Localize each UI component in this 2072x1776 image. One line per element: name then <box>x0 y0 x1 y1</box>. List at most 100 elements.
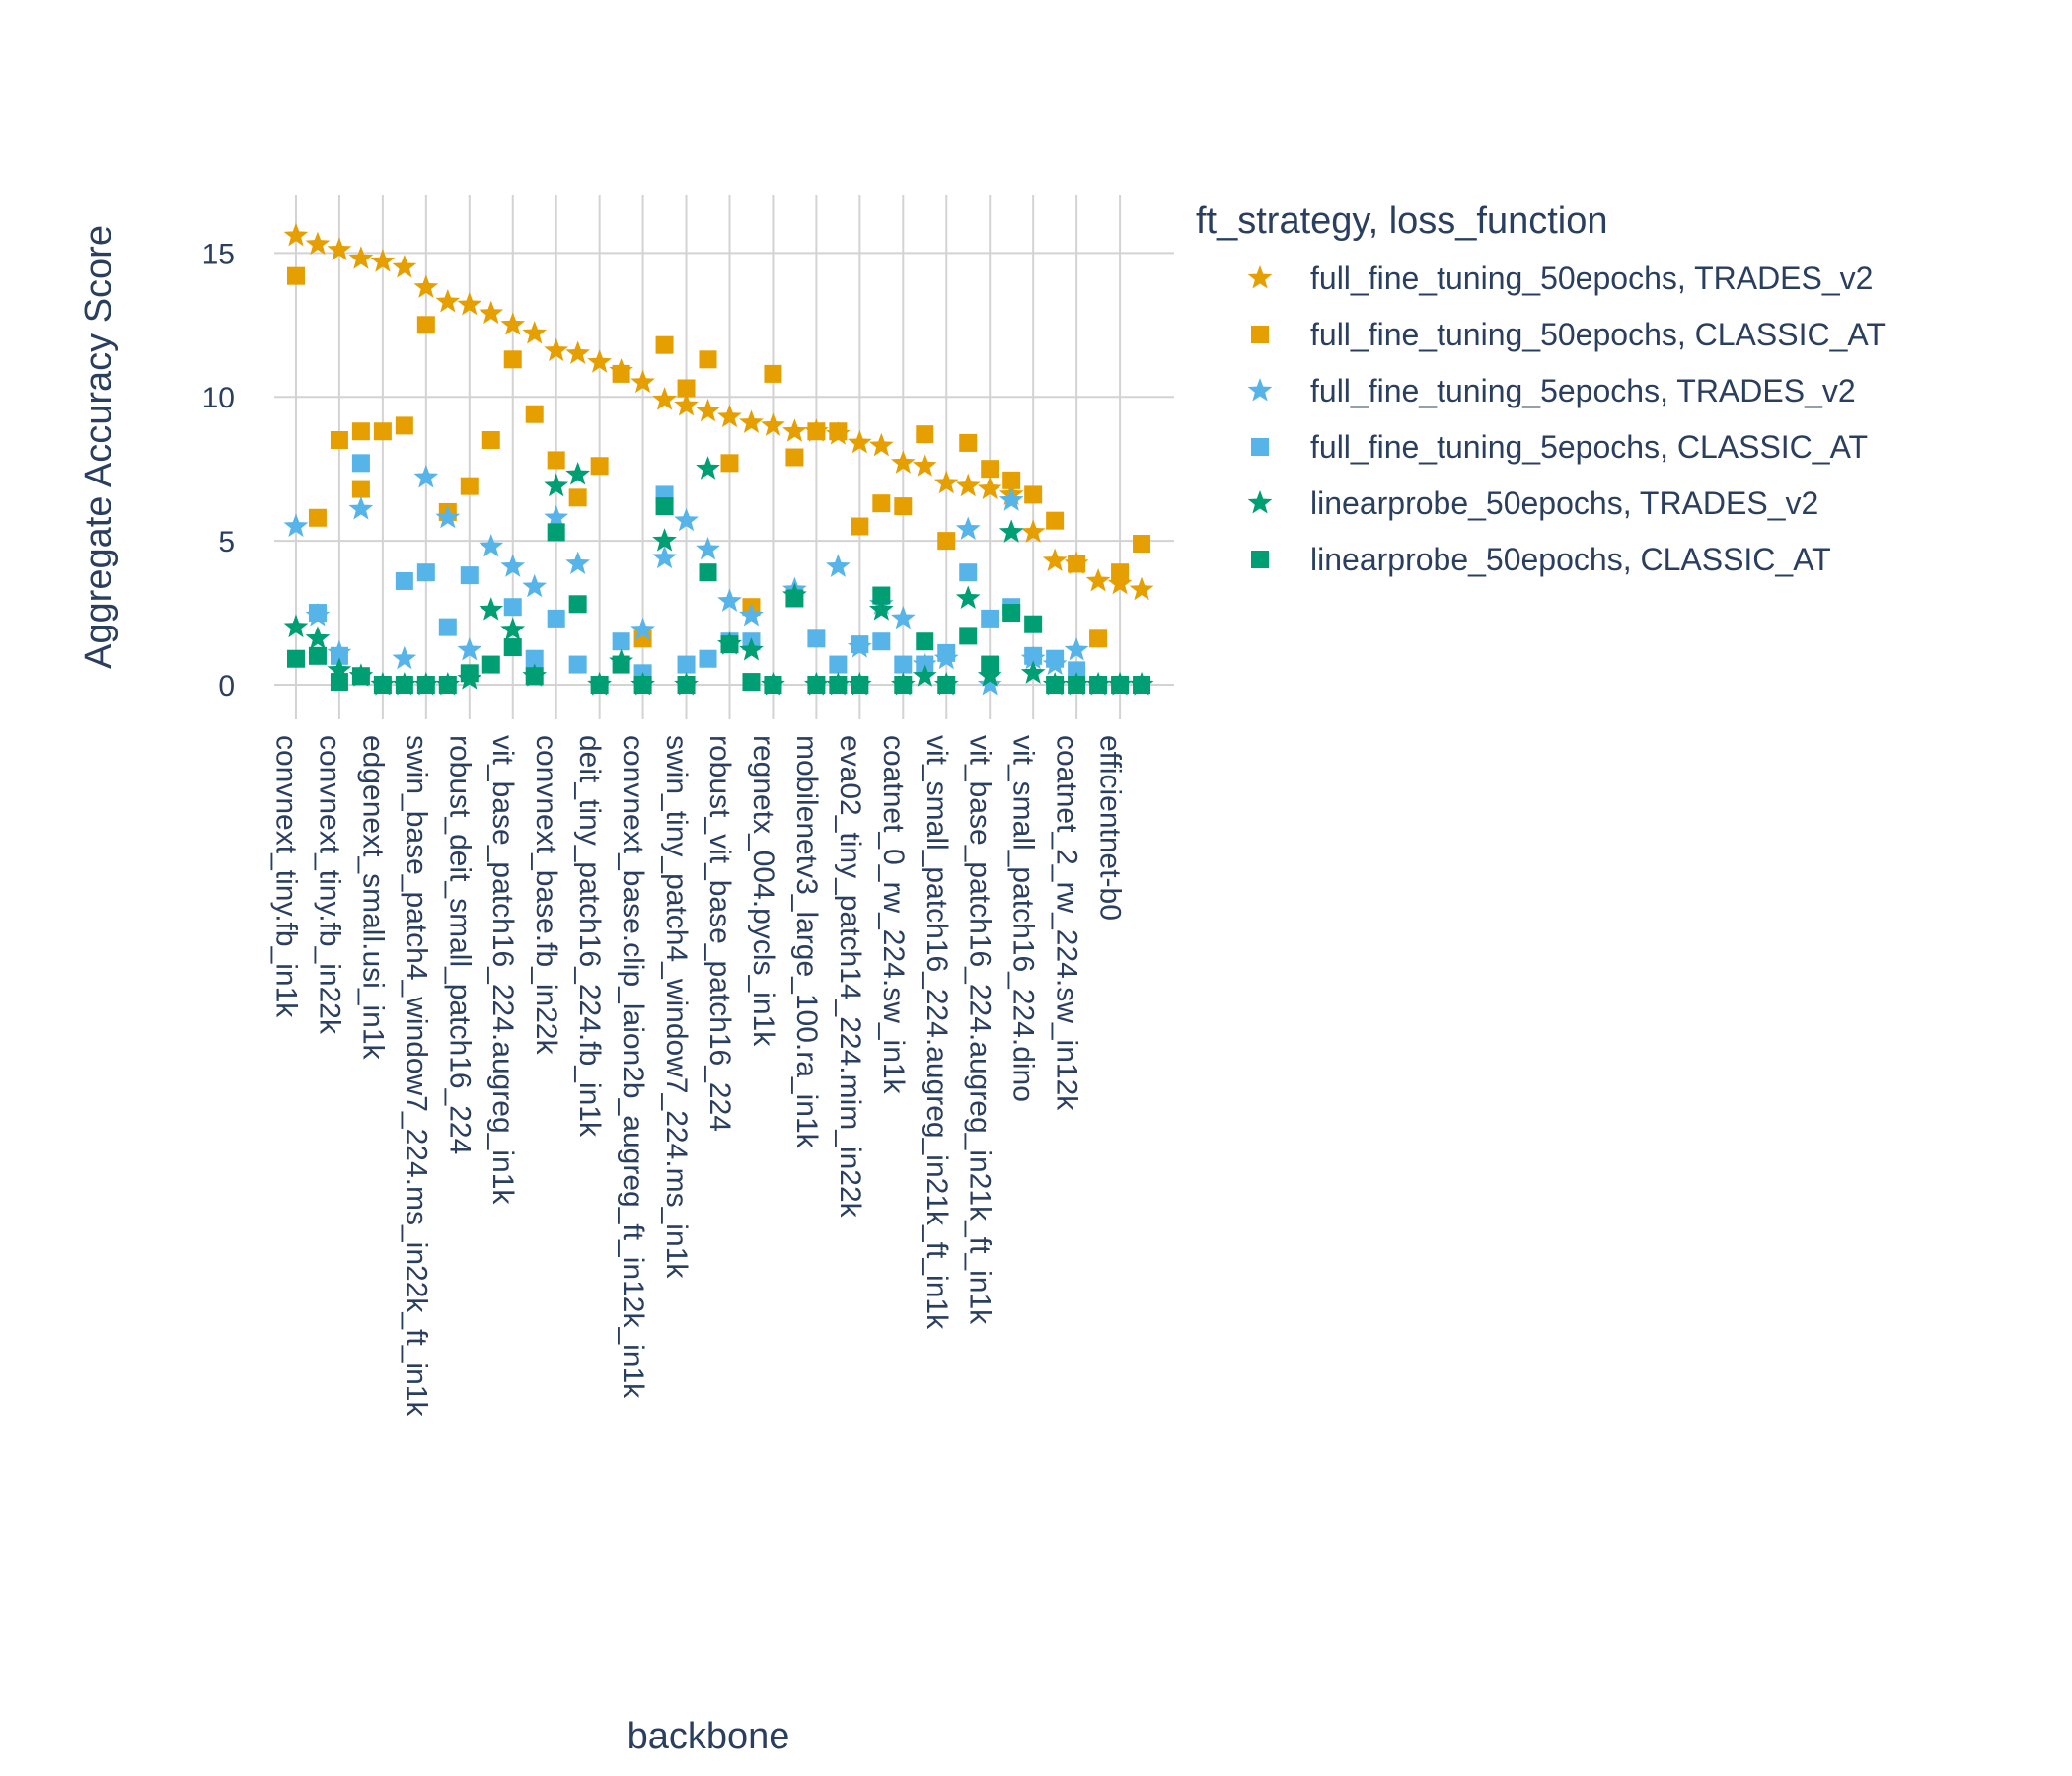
data-point <box>479 533 504 557</box>
data-point <box>868 432 894 457</box>
data-point <box>565 551 591 574</box>
data-point <box>395 416 413 435</box>
data-point <box>699 563 717 582</box>
x-tick-label: edgenext_small.usi_in1k <box>356 735 389 1061</box>
series-0 <box>283 222 1154 601</box>
data-point <box>481 430 500 449</box>
y-tick-label: 10 <box>202 382 235 414</box>
data-point <box>652 387 677 410</box>
data-point <box>500 312 526 335</box>
x-axis-title: backbone <box>628 1716 790 1757</box>
data-point <box>912 663 937 687</box>
x-tick-label: vit_base_patch16_224.augreg_in1k <box>486 735 519 1205</box>
data-point <box>761 412 785 436</box>
data-point <box>547 609 565 628</box>
y-tick-label: 0 <box>218 670 235 703</box>
legend-item[interactable]: full_fine_tuning_5epochs, CLASSIC_AT <box>1251 429 1868 465</box>
data-point <box>587 349 612 373</box>
legend-label: full_fine_tuning_5epochs, TRADES_v2 <box>1310 373 1856 408</box>
data-point <box>348 496 374 520</box>
series-1 <box>286 266 1151 648</box>
data-point <box>977 671 1002 696</box>
data-point <box>868 597 894 621</box>
data-point <box>544 473 569 497</box>
x-tick-label: vit_small_patch16_224.augreg_in21k_ft_in… <box>921 735 953 1330</box>
data-point <box>785 448 804 467</box>
legend-label: full_fine_tuning_50epochs, TRADES_v2 <box>1310 260 1873 296</box>
data-point <box>500 554 526 577</box>
data-point <box>829 675 848 694</box>
data-point <box>479 597 504 621</box>
data-point <box>872 632 891 651</box>
data-point <box>568 595 587 614</box>
data-point <box>847 429 872 454</box>
y-axis-title: Aggregate Accuracy Score <box>78 225 119 669</box>
data-point <box>720 635 739 654</box>
data-point <box>1046 675 1065 694</box>
data-point <box>348 246 374 269</box>
legend-item[interactable]: full_fine_tuning_50epochs, TRADES_v2 <box>1247 260 1874 296</box>
data-point <box>955 516 981 540</box>
data-point <box>413 464 439 488</box>
legend-item[interactable]: linearprobe_50epochs, TRADES_v2 <box>1247 485 1819 521</box>
data-point <box>435 288 461 313</box>
data-point <box>438 675 457 694</box>
data-point <box>959 433 978 452</box>
data-point <box>547 451 565 470</box>
data-point <box>1042 548 1068 572</box>
data-point <box>977 476 1002 500</box>
data-point <box>699 350 717 369</box>
data-point <box>1002 604 1021 623</box>
data-point <box>916 425 934 444</box>
x-tick-label: coatnet_2_rw_224.sw_in12k <box>1051 735 1083 1111</box>
data-point <box>955 473 981 497</box>
series-5 <box>286 497 1151 694</box>
data-point <box>503 598 522 617</box>
legend-item[interactable]: full_fine_tuning_5epochs, TRADES_v2 <box>1247 373 1856 408</box>
legend-items: full_fine_tuning_50epochs, TRADES_v2full… <box>1247 260 1886 577</box>
legend-marker <box>1247 378 1273 402</box>
data-point <box>416 316 435 334</box>
data-point <box>327 657 352 681</box>
data-point <box>1046 649 1065 668</box>
data-point <box>416 675 435 694</box>
x-tick-label: swin_base_patch4_window7_224.ms_in22k_ft… <box>400 735 432 1417</box>
data-point <box>460 566 479 585</box>
data-point <box>1020 660 1046 684</box>
x-tick-label: regnetx_004.pycls_in1k <box>747 735 779 1047</box>
data-point <box>590 675 609 694</box>
legend-marker <box>1251 438 1269 456</box>
legend-item[interactable]: linearprobe_50epochs, CLASSIC_AT <box>1251 542 1831 577</box>
data-point <box>739 602 764 627</box>
data-point <box>612 364 630 383</box>
data-point <box>373 422 392 441</box>
data-point <box>655 335 674 354</box>
y-tick-label: 5 <box>218 526 235 558</box>
x-tick-label: robust_vit_base_patch16_224 <box>703 735 736 1132</box>
data-point <box>568 655 587 674</box>
data-point <box>500 617 526 641</box>
data-point <box>674 392 699 416</box>
data-point <box>525 667 544 686</box>
data-point <box>1111 563 1130 582</box>
data-point <box>544 337 569 362</box>
data-point <box>894 497 913 516</box>
data-point <box>1133 535 1151 554</box>
data-point <box>807 629 826 648</box>
data-point <box>764 364 782 383</box>
data-point <box>568 488 587 507</box>
data-point <box>351 480 370 498</box>
x-tick-label: vit_small_patch16_224.dino <box>1007 735 1040 1102</box>
x-tick-label: mobilenetv3_large_100.ra_in1k <box>790 735 823 1149</box>
legend-item[interactable]: full_fine_tuning_50epochs, CLASSIC_AT <box>1251 317 1886 352</box>
data-point <box>742 673 761 692</box>
data-point <box>872 586 891 605</box>
data-point <box>308 646 327 665</box>
data-point <box>890 450 916 474</box>
data-point <box>999 519 1024 543</box>
marks-layer <box>283 222 1154 696</box>
data-point <box>1085 567 1111 592</box>
data-point <box>590 457 609 476</box>
data-point <box>416 563 435 582</box>
